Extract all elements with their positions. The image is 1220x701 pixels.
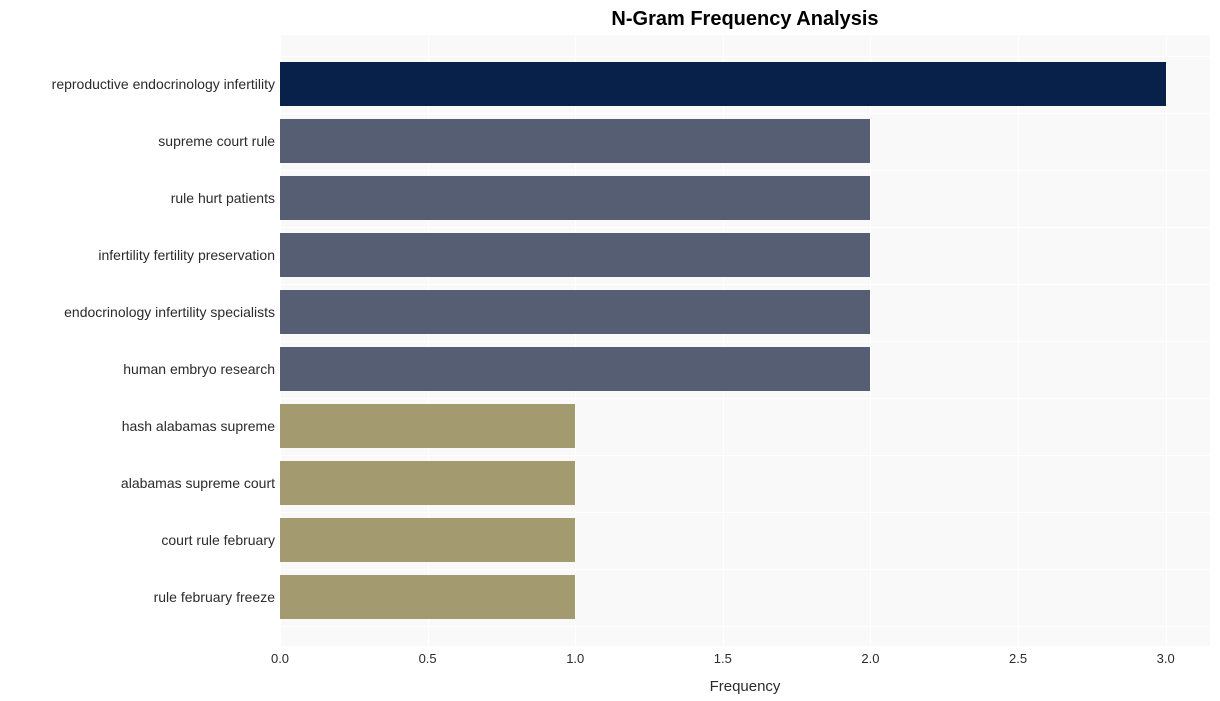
horizontal-gridline	[280, 341, 1210, 342]
bar	[280, 461, 575, 505]
horizontal-gridline	[280, 113, 1210, 114]
horizontal-gridline	[280, 398, 1210, 399]
chart-container: N-Gram Frequency Analysis reproductive e…	[0, 0, 1220, 701]
x-tick-label: 1.0	[566, 651, 584, 666]
x-tick-label: 2.0	[861, 651, 879, 666]
bar	[280, 119, 870, 163]
bar	[280, 347, 870, 391]
horizontal-gridline	[280, 170, 1210, 171]
bar	[280, 176, 870, 220]
chart-title: N-Gram Frequency Analysis	[280, 8, 1210, 31]
y-tick-label: rule february freeze	[154, 589, 275, 605]
x-tick-label: 3.0	[1157, 651, 1175, 666]
y-tick-label: human embryo research	[123, 361, 275, 377]
bar	[280, 518, 575, 562]
x-axis-tick-labels: 0.00.51.01.52.02.53.0	[280, 651, 1210, 671]
bar	[280, 233, 870, 277]
y-tick-label: rule hurt patients	[171, 190, 275, 206]
y-tick-label: infertility fertility preservation	[98, 247, 275, 263]
plot-area	[280, 35, 1210, 646]
horizontal-gridline	[280, 455, 1210, 456]
bar	[280, 404, 575, 448]
x-tick-label: 1.5	[714, 651, 732, 666]
bar	[280, 290, 870, 334]
horizontal-gridline	[280, 569, 1210, 570]
y-tick-label: supreme court rule	[158, 133, 275, 149]
y-tick-label: endocrinology infertility specialists	[64, 304, 275, 320]
x-axis-title: Frequency	[280, 678, 1210, 695]
y-axis-labels: reproductive endocrinology infertility su…	[0, 35, 275, 646]
horizontal-gridline	[280, 284, 1210, 285]
horizontal-gridline	[280, 512, 1210, 513]
bar	[280, 62, 1166, 106]
x-tick-label: 0.0	[271, 651, 289, 666]
horizontal-gridline	[280, 227, 1210, 228]
horizontal-gridline	[280, 626, 1210, 627]
x-tick-label: 0.5	[419, 651, 437, 666]
horizontal-gridline	[280, 56, 1210, 57]
y-tick-label: court rule february	[161, 532, 275, 548]
y-tick-label: hash alabamas supreme	[122, 418, 275, 434]
y-tick-label: reproductive endocrinology infertility	[52, 76, 275, 92]
x-tick-label: 2.5	[1009, 651, 1027, 666]
y-tick-label: alabamas supreme court	[121, 475, 275, 491]
bar	[280, 575, 575, 619]
